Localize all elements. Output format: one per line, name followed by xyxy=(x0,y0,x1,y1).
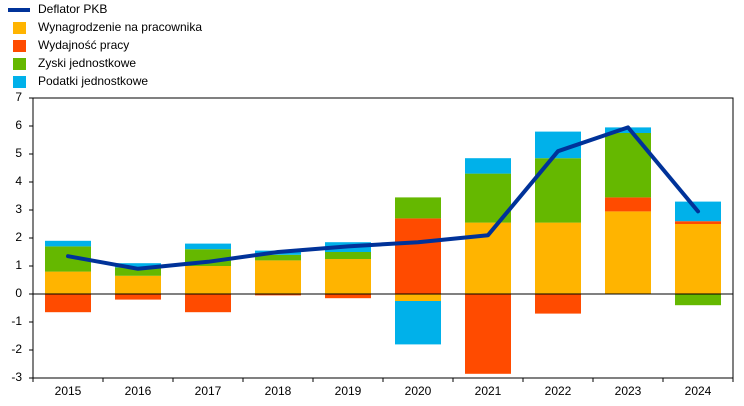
x-tick-label: 2024 xyxy=(685,384,712,398)
plot-frame xyxy=(32,97,734,379)
bar-segment xyxy=(185,243,231,250)
bar-segment xyxy=(255,294,301,296)
y-tick-label: 3 xyxy=(15,202,22,216)
bar-segment xyxy=(325,252,371,259)
bar-segment xyxy=(395,294,441,301)
bar-segment xyxy=(605,211,651,294)
bar-segment xyxy=(325,294,371,299)
bar-segment xyxy=(185,294,231,313)
y-tick-label: 7 xyxy=(15,90,22,104)
legend-label: Deflator PKB xyxy=(38,2,107,16)
bar-segment xyxy=(115,267,161,276)
legend-label: Zyski jednostkowe xyxy=(38,56,136,70)
bar-segment xyxy=(45,294,91,313)
legend-label: Wynagrodzenie na pracownika xyxy=(38,20,202,34)
x-tick-label: 2015 xyxy=(55,384,82,398)
legend-label: Podatki jednostkowe xyxy=(38,74,148,88)
bar-segment xyxy=(395,197,441,219)
bar-segment xyxy=(255,260,301,294)
bar-segment xyxy=(465,294,511,374)
bar-segment xyxy=(605,133,651,198)
x-tick-label: 2020 xyxy=(405,384,432,398)
y-tick-label: -2 xyxy=(11,342,22,356)
legend-swatch xyxy=(13,76,26,88)
y-tick-label: -1 xyxy=(11,314,22,328)
bar-segment xyxy=(185,266,231,294)
x-tick-label: 2023 xyxy=(615,384,642,398)
bar-segment xyxy=(115,263,161,268)
bar-segment xyxy=(45,271,91,294)
bar-segment xyxy=(115,294,161,300)
x-tick-label: 2019 xyxy=(335,384,362,398)
x-tick-label: 2018 xyxy=(265,384,292,398)
bar-segment xyxy=(465,158,511,174)
bar-segment xyxy=(535,222,581,294)
y-tick-label: 2 xyxy=(15,230,22,244)
bar-segment xyxy=(675,224,721,294)
bar-segment xyxy=(675,221,721,224)
bar-segment xyxy=(395,301,441,345)
y-tick-label: 1 xyxy=(15,258,22,272)
bar-segment xyxy=(605,197,651,212)
y-tick-label: 5 xyxy=(15,146,22,160)
bar-segment xyxy=(115,275,161,294)
x-tick-label: 2022 xyxy=(545,384,572,398)
bar-segment xyxy=(325,259,371,294)
legend-swatch xyxy=(13,58,26,70)
legend-swatch xyxy=(13,22,26,34)
bar-segment xyxy=(255,254,301,261)
y-tick-label: 6 xyxy=(15,118,22,132)
bar-segment xyxy=(535,294,581,314)
y-tick-label: 0 xyxy=(15,286,22,300)
line-series xyxy=(66,125,700,271)
bar-segment xyxy=(675,294,721,306)
x-tick-label: 2016 xyxy=(125,384,152,398)
x-tick-label: 2021 xyxy=(475,384,502,398)
legend-swatch xyxy=(13,40,26,52)
y-tick-label: -3 xyxy=(11,370,22,384)
y-tick-label: 4 xyxy=(15,174,22,188)
legend-label: Wydajność pracy xyxy=(38,38,129,52)
x-tick-label: 2017 xyxy=(195,384,222,398)
bar-segment xyxy=(45,240,91,247)
bar-segment xyxy=(395,218,441,294)
